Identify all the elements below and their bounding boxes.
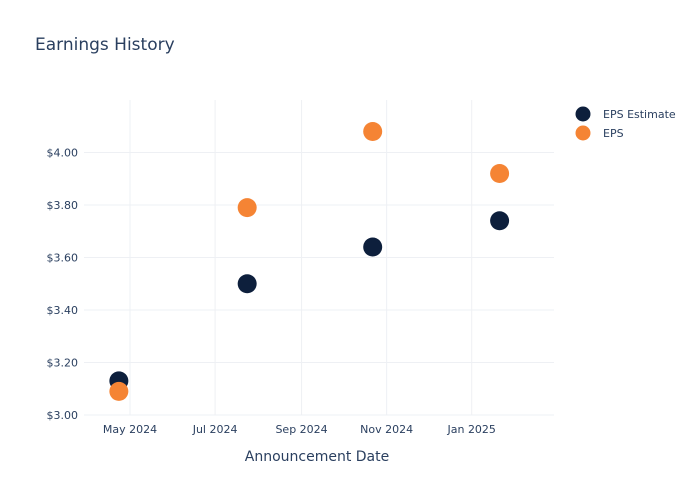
eps-estimate-point[interactable] [363, 237, 383, 257]
x-tick-label: May 2024 [103, 423, 157, 436]
eps-point[interactable] [109, 381, 129, 401]
gridlines [84, 100, 554, 416]
x-tick-label: Nov 2024 [360, 423, 413, 436]
eps-point[interactable] [490, 164, 510, 183]
x-axis-title: Announcement Date [245, 449, 389, 465]
eps-estimate-point[interactable] [490, 211, 510, 231]
legend[interactable]: EPS Estimate EPS [575, 106, 676, 141]
y-tick-label: $3.20 [47, 357, 79, 370]
x-tick-label: Jul 2024 [192, 423, 238, 436]
axis-ticks: $3.00 $3.20 $3.40 $3.60 $3.80 $4.00 May 2024 Ju… [47, 147, 496, 437]
legend-marker-eps-estimate[interactable] [575, 106, 591, 122]
data-points [109, 122, 510, 401]
x-tick-label: Sep 2024 [275, 423, 327, 436]
legend-label-eps-estimate[interactable]: EPS Estimate [603, 108, 676, 121]
x-tick-label: Jan 2025 [446, 423, 495, 436]
eps-point[interactable] [363, 122, 383, 141]
y-tick-label: $3.40 [47, 304, 79, 317]
legend-marker-eps[interactable] [575, 125, 591, 141]
y-tick-label: $3.80 [47, 199, 79, 212]
eps-point[interactable] [237, 198, 257, 218]
y-tick-label: $3.60 [47, 252, 79, 265]
eps-estimate-point[interactable] [237, 274, 257, 294]
legend-label-eps[interactable]: EPS [603, 127, 624, 140]
y-tick-label: $4.00 [47, 147, 79, 160]
y-tick-label: $3.00 [47, 409, 79, 422]
chart-title: Earnings History [35, 35, 175, 55]
